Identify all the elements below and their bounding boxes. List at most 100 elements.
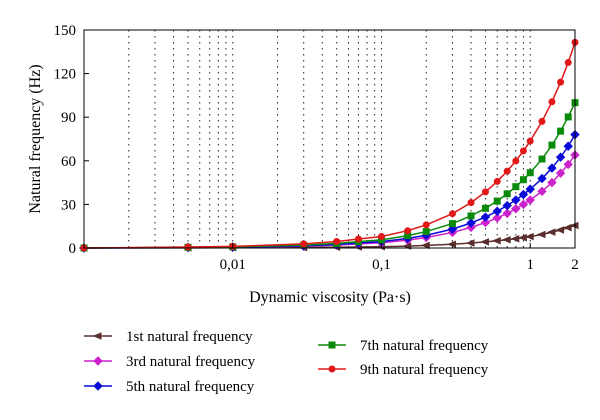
data-point bbox=[480, 217, 491, 228]
legend-item: 3rd natural frequency bbox=[84, 354, 256, 370]
data-point bbox=[502, 208, 512, 219]
data-point bbox=[537, 186, 547, 197]
x-tick-label: 1 bbox=[526, 257, 534, 273]
grid bbox=[128, 30, 576, 248]
y-tick-label: 60 bbox=[61, 154, 76, 170]
data-point bbox=[184, 243, 192, 251]
data-point bbox=[555, 168, 566, 178]
data-point bbox=[518, 233, 527, 242]
data-point bbox=[493, 177, 501, 185]
series-line bbox=[83, 154, 576, 249]
legend-label: 1st natural frequency bbox=[126, 329, 253, 345]
y-tick-label: 90 bbox=[61, 110, 76, 126]
data-point bbox=[538, 117, 546, 125]
data-point bbox=[465, 239, 475, 247]
data-point bbox=[547, 163, 557, 173]
data-point bbox=[524, 232, 534, 241]
y-tick-label: 120 bbox=[54, 67, 77, 83]
data-point bbox=[519, 147, 527, 155]
data-point bbox=[467, 212, 475, 220]
series-line bbox=[83, 134, 576, 249]
data-point bbox=[333, 237, 341, 245]
data-point bbox=[538, 155, 546, 163]
data-point bbox=[448, 210, 456, 218]
data-point bbox=[555, 152, 566, 162]
data-point bbox=[492, 213, 502, 223]
y-tick-label: 0 bbox=[69, 241, 77, 257]
data-point bbox=[557, 78, 565, 86]
data-point bbox=[420, 241, 430, 250]
legend-item: 7th natural frequency bbox=[318, 338, 489, 354]
data-point bbox=[519, 176, 527, 184]
y-tick-label: 30 bbox=[61, 197, 76, 213]
legend-marker bbox=[93, 356, 103, 366]
x-axis-title: Dynamic viscosity (Pa·s) bbox=[249, 289, 411, 306]
data-point bbox=[548, 141, 556, 149]
y-axis-title: Natural frequency (Hz) bbox=[27, 64, 44, 213]
x-tick-label: 2 bbox=[571, 257, 579, 273]
legend: 1st natural frequency 3rd natural frequen… bbox=[84, 329, 489, 395]
legend-label: 5th natural frequency bbox=[126, 379, 255, 395]
data-point bbox=[493, 197, 501, 205]
data-point bbox=[447, 240, 456, 248]
data-point bbox=[563, 141, 573, 151]
data-point bbox=[481, 188, 489, 196]
series-2 bbox=[79, 150, 580, 253]
data-point bbox=[557, 127, 565, 135]
data-point bbox=[354, 235, 362, 243]
legend-item: 9th natural frequency bbox=[318, 362, 489, 378]
data-point bbox=[491, 236, 501, 245]
data-point bbox=[511, 195, 521, 205]
data-point bbox=[501, 235, 511, 244]
data-point bbox=[300, 240, 308, 248]
data-point bbox=[512, 157, 520, 165]
legend-marker bbox=[93, 381, 103, 391]
data-point bbox=[466, 218, 476, 228]
data-point bbox=[547, 177, 557, 188]
legend-label: 9th natural frequency bbox=[360, 362, 489, 378]
series-lines bbox=[78, 38, 580, 253]
plot-frame bbox=[83, 29, 576, 249]
data-point bbox=[502, 200, 512, 211]
data-point bbox=[518, 199, 529, 210]
data-point bbox=[510, 234, 520, 243]
legend-item: 1st natural frequency bbox=[84, 329, 253, 345]
data-point bbox=[467, 199, 475, 207]
series-line bbox=[83, 102, 576, 249]
data-point bbox=[526, 169, 534, 177]
legend-marker bbox=[92, 332, 102, 340]
data-point bbox=[563, 159, 573, 170]
data-point bbox=[525, 184, 535, 194]
data-point bbox=[377, 233, 385, 241]
data-point bbox=[526, 137, 534, 145]
data-point bbox=[536, 230, 546, 239]
data-point bbox=[555, 226, 565, 234]
data-point bbox=[562, 223, 572, 232]
data-point bbox=[480, 238, 489, 246]
data-point bbox=[404, 227, 412, 235]
legend-item: 5th natural frequency bbox=[84, 379, 255, 395]
axes: 0 30 60 90 120 150 0,01 0,1 1 2 bbox=[54, 23, 579, 273]
data-point bbox=[548, 98, 556, 106]
data-point bbox=[481, 204, 489, 212]
data-point bbox=[422, 228, 430, 236]
data-point bbox=[511, 204, 521, 214]
data-point bbox=[512, 183, 520, 191]
data-point bbox=[546, 228, 556, 236]
legend-label: 7th natural frequency bbox=[360, 338, 489, 354]
legend-marker bbox=[328, 365, 336, 373]
data-point bbox=[422, 221, 430, 229]
data-point bbox=[537, 173, 547, 184]
data-point bbox=[492, 206, 502, 216]
data-point bbox=[447, 224, 458, 234]
data-point bbox=[518, 189, 529, 200]
data-point bbox=[525, 195, 535, 205]
series-line bbox=[83, 42, 576, 249]
data-point bbox=[480, 212, 491, 222]
x-tick-label: 0,1 bbox=[372, 257, 391, 273]
data-point bbox=[448, 220, 456, 228]
series-line bbox=[83, 224, 576, 249]
data-point bbox=[503, 167, 511, 175]
legend-label: 3rd natural frequency bbox=[126, 354, 256, 370]
